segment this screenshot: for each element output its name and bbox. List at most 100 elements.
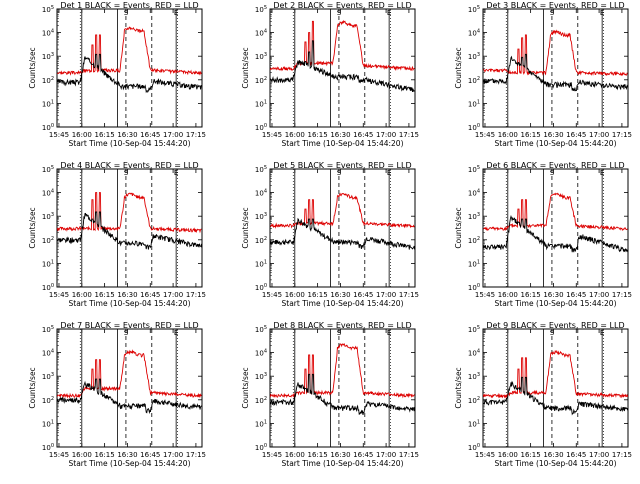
x-axis-label: Start Time (10-Sep-04 15:44:20) xyxy=(282,139,404,148)
y-tick-label: 100 xyxy=(42,283,54,292)
events-series-line xyxy=(56,53,202,94)
panel-title: Det 4 BLACK = Events, RED = LLD xyxy=(60,161,198,170)
y-tick-label: 104 xyxy=(255,349,267,358)
x-tick-label: 16:45 xyxy=(566,131,586,139)
top-annotation: E xyxy=(387,329,391,337)
panel-title: Det 5 BLACK = Events, RED = LLD xyxy=(273,161,411,170)
x-tick-label: 16:30 xyxy=(543,451,563,459)
y-tick-label: 105 xyxy=(42,325,54,334)
y-tick-label: 101 xyxy=(42,419,54,428)
x-tick-label: 16:45 xyxy=(566,451,586,459)
x-axis-label: Start Time (10-Sep-04 15:44:20) xyxy=(282,459,404,468)
top-annotation: S xyxy=(124,329,129,337)
y-tick-label: 105 xyxy=(42,165,54,174)
events-series-line xyxy=(269,373,416,415)
x-axis-label: Start Time (10-Sep-04 15:44:20) xyxy=(495,459,617,468)
x-tick-label: 16:15 xyxy=(521,131,541,139)
y-tick-label: 103 xyxy=(42,372,54,381)
top-annotation: S xyxy=(337,329,342,337)
panel-title: Det 7 BLACK = Events, RED = LLD xyxy=(60,321,198,330)
y-tick-label: 102 xyxy=(468,76,480,85)
x-tick-label: 15:45 xyxy=(49,291,69,299)
y-tick-label: 101 xyxy=(468,419,480,428)
y-tick-label: 102 xyxy=(42,236,54,245)
detector-chart-6: Det 6 BLACK = Events, RED = LLD 100 101 102… xyxy=(454,161,632,308)
x-tick-label: 15:45 xyxy=(475,451,495,459)
x-tick-label: 16:00 xyxy=(498,451,518,459)
x-tick-label: 16:15 xyxy=(95,131,115,139)
x-tick-label: 15:45 xyxy=(475,291,495,299)
x-tick-label: 16:45 xyxy=(140,291,160,299)
x-tick-label: 16:45 xyxy=(353,451,373,459)
x-tick-label: 17:00 xyxy=(589,131,609,139)
detector-chart-1: Det 1 BLACK = Events, RED = LLD 100 101 102… xyxy=(28,1,206,148)
x-tick-label: 15:45 xyxy=(262,131,282,139)
x-tick-label: 17:15 xyxy=(399,451,419,459)
x-tick-label: 16:15 xyxy=(308,451,328,459)
top-annotation: S xyxy=(124,9,129,17)
events-series-line xyxy=(56,211,203,250)
x-tick-label: 16:30 xyxy=(117,291,137,299)
top-annotation: E xyxy=(174,169,178,177)
detector-chart-9: Det 9 BLACK = Events, RED = LLD 100 101 102… xyxy=(454,321,632,468)
detector-panel-8: Det 8 BLACK = Events, RED = LLD 100 101 102… xyxy=(213,320,426,480)
y-tick-label: 102 xyxy=(42,76,54,85)
x-tick-label: 16:00 xyxy=(72,451,92,459)
x-axis-label: Start Time (10-Sep-04 15:44:20) xyxy=(69,299,191,308)
y-tick-label: 101 xyxy=(255,99,267,108)
x-axis-label: Start Time (10-Sep-04 15:44:20) xyxy=(69,139,191,148)
plot-frame xyxy=(482,8,629,128)
x-axis-label: Start Time (10-Sep-04 15:44:20) xyxy=(69,459,191,468)
x-tick-label: 17:15 xyxy=(186,131,206,139)
detector-panel-6: Det 6 BLACK = Events, RED = LLD 100 101 102… xyxy=(426,160,639,320)
y-tick-label: 105 xyxy=(468,325,480,334)
panel-title: Det 1 BLACK = Events, RED = LLD xyxy=(60,1,198,10)
x-tick-label: 16:15 xyxy=(521,451,541,459)
y-tick-label: 104 xyxy=(468,189,480,198)
events-series-line xyxy=(483,376,629,416)
y-tick-label: 102 xyxy=(42,396,54,405)
x-tick-label: 16:30 xyxy=(117,131,137,139)
x-tick-label: 16:00 xyxy=(72,131,92,139)
y-axis-label: Counts/sec xyxy=(241,47,250,88)
x-tick-label: 16:45 xyxy=(353,291,373,299)
x-tick-label: 16:45 xyxy=(353,131,373,139)
x-tick-label: 15:45 xyxy=(475,131,495,139)
x-tick-label: 16:30 xyxy=(330,451,350,459)
y-axis-label: Counts/sec xyxy=(241,367,250,408)
top-annotation: S xyxy=(124,169,129,177)
y-tick-label: 105 xyxy=(468,165,480,174)
top-annotation: S xyxy=(337,9,342,17)
x-tick-label: 16:00 xyxy=(285,291,305,299)
top-annotation: E xyxy=(600,169,604,177)
y-tick-label: 103 xyxy=(255,52,267,61)
x-tick-label: 17:15 xyxy=(399,131,419,139)
y-axis-label: Counts/sec xyxy=(454,367,463,408)
x-tick-label: 16:45 xyxy=(140,451,160,459)
x-tick-label: 16:00 xyxy=(498,291,518,299)
top-annotation: E xyxy=(600,329,604,337)
plot-frame xyxy=(56,328,203,448)
y-tick-label: 104 xyxy=(255,189,267,198)
detector-chart-4: Det 4 BLACK = Events, RED = LLD 100 101 102… xyxy=(28,161,206,308)
y-tick-label: 101 xyxy=(468,259,480,268)
top-annotation: S xyxy=(337,169,342,177)
x-tick-label: 17:15 xyxy=(612,291,632,299)
y-tick-label: 100 xyxy=(255,283,267,292)
y-tick-label: 102 xyxy=(255,76,267,85)
x-tick-label: 17:00 xyxy=(163,131,183,139)
x-tick-label: 16:15 xyxy=(95,291,115,299)
detector-chart-8: Det 8 BLACK = Events, RED = LLD 100 101 102… xyxy=(241,321,419,468)
x-tick-label: 15:45 xyxy=(49,451,69,459)
x-tick-label: 16:00 xyxy=(498,131,518,139)
x-tick-label: 17:15 xyxy=(399,291,419,299)
x-tick-label: 17:00 xyxy=(376,131,396,139)
y-tick-label: 103 xyxy=(42,212,54,221)
y-tick-label: 100 xyxy=(255,123,267,132)
y-tick-label: 102 xyxy=(255,236,267,245)
x-tick-label: 16:45 xyxy=(566,291,586,299)
y-axis-label: Counts/sec xyxy=(454,47,463,88)
x-tick-label: 16:15 xyxy=(521,291,541,299)
top-annotation: E xyxy=(387,169,391,177)
plot-frame xyxy=(269,328,416,448)
